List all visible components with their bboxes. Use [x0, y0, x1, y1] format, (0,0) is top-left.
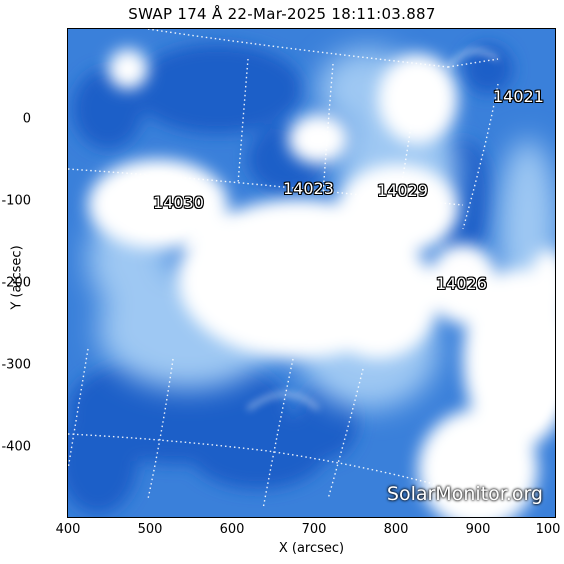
credit-watermark: SolarMonitor.org [386, 483, 543, 505]
x-tick-label: 700 [301, 522, 327, 537]
x-tick-label: 500 [137, 522, 163, 537]
y-tick-label: -400 [1, 439, 31, 455]
solar-euv-image [68, 29, 555, 517]
solar-image-panel: 14021 14023 14029 14030 14026 SolarMonit… [67, 28, 556, 518]
x-tick-label: 800 [383, 522, 409, 537]
active-region-label: 14029 [377, 181, 428, 200]
active-region-label: 14023 [283, 179, 334, 198]
active-region-label: 14026 [436, 274, 487, 293]
x-tick-label: 400 [55, 522, 81, 537]
x-tick-label: 100 [535, 522, 561, 537]
x-tick-label: 900 [465, 522, 491, 537]
y-axis-label: Y (arcsec) [9, 245, 25, 310]
y-tick-label: 0 [22, 111, 31, 127]
y-tick-label: -200 [1, 275, 31, 291]
image-title: SWAP 174 Å 22-Mar-2025 18:11:03.887 [128, 5, 436, 23]
y-tick-label: -300 [1, 357, 31, 373]
x-tick-label: 600 [219, 522, 245, 537]
active-region-label: 14021 [493, 87, 544, 106]
active-region-label: 14030 [153, 193, 204, 212]
y-tick-label: -100 [1, 193, 31, 209]
x-axis-label: X (arcsec) [278, 541, 345, 556]
